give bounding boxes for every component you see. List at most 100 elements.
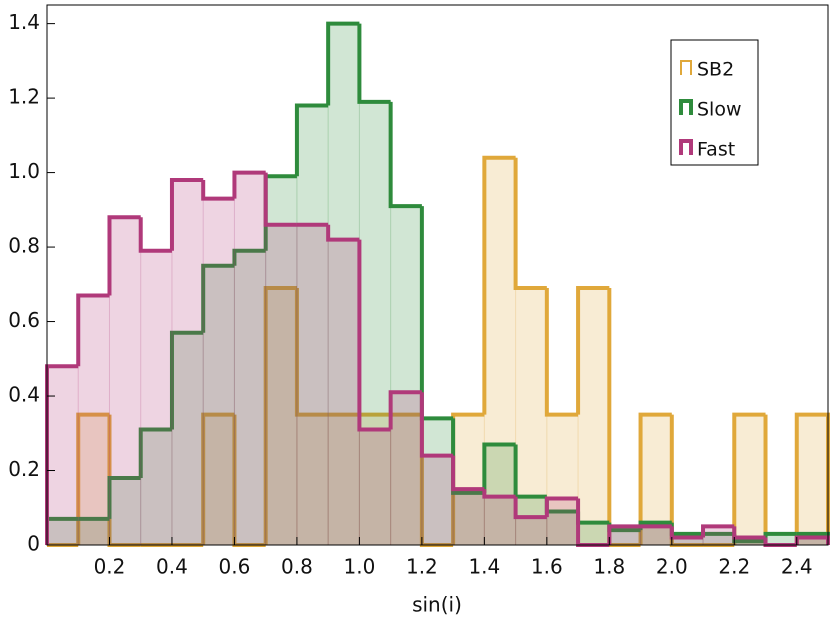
bar (515, 516, 548, 546)
bar-outline (576, 286, 610, 415)
x-tick-label: 1.2 (406, 555, 438, 579)
bar (233, 250, 267, 546)
legend-label: Slow (697, 99, 742, 121)
bar (577, 522, 610, 546)
y-tick-label: 0.6 (8, 308, 40, 332)
bar-outline (107, 475, 141, 519)
bar-outline (451, 412, 485, 545)
bar (358, 414, 392, 546)
bar (358, 101, 392, 546)
bar-outline (419, 206, 454, 421)
x-tick-label: 2.2 (718, 555, 750, 579)
bar (202, 198, 235, 546)
x-tick-label: 1.4 (468, 555, 500, 579)
bar-outline (451, 455, 485, 492)
bar-outline (357, 23, 391, 104)
bar-outline (138, 427, 172, 478)
bar (577, 287, 610, 546)
bar-outline (169, 330, 204, 430)
bar (171, 179, 204, 546)
x-tick-label: 0.2 (94, 555, 126, 579)
legend-label: SB2 (697, 59, 734, 81)
bar-outline (638, 412, 672, 545)
legend-swatch (680, 60, 692, 75)
x-tick-label: 2.0 (656, 555, 688, 579)
bar (296, 224, 329, 546)
y-tick-label: 1.2 (8, 85, 40, 109)
legend-swatch (679, 99, 693, 115)
bar (546, 497, 579, 546)
bar (77, 294, 110, 546)
bar-outline (482, 442, 516, 493)
bar-outline (201, 180, 235, 201)
bar-outline (76, 293, 110, 367)
bar (358, 429, 392, 546)
bar (171, 332, 204, 546)
bar-outline (669, 414, 704, 547)
bar-outline (294, 103, 329, 177)
bar (452, 488, 485, 546)
series (45, 170, 830, 547)
bar (608, 525, 642, 546)
x-tick-label: 0.4 (156, 555, 188, 579)
bar-outline (419, 392, 454, 458)
bar-outline (76, 412, 110, 545)
bar-outline (232, 170, 266, 199)
bar (233, 172, 267, 546)
bar (296, 414, 329, 546)
bar (108, 216, 142, 546)
plot-frame (46, 4, 829, 546)
legend-swatch (679, 139, 693, 155)
bar-outline (763, 414, 797, 547)
y-tick-label: 0.4 (8, 383, 40, 407)
bar-outline (357, 239, 391, 432)
bar (796, 414, 829, 546)
x-tick-label: 0.6 (219, 555, 251, 579)
bar-outline (482, 155, 516, 415)
bar-outline (294, 288, 329, 417)
bar-outline (388, 101, 422, 209)
bar (140, 250, 173, 546)
bar (265, 175, 298, 546)
bar (640, 525, 673, 546)
bar-outline (107, 215, 141, 296)
bar-outline (232, 248, 266, 266)
bar (202, 414, 235, 546)
bar (46, 518, 79, 546)
legend: SB2 Slow Fast (670, 39, 759, 166)
bar (515, 287, 548, 546)
bar (265, 224, 298, 546)
x-tick-label: 1.0 (343, 555, 375, 579)
bar (733, 414, 767, 546)
x-axis-label: sin(i) (412, 593, 462, 617)
bar-outline (263, 172, 297, 227)
y-tick-label: 0.8 (8, 234, 40, 258)
bar-outline (732, 412, 766, 545)
bar-outline (513, 157, 547, 291)
bar (452, 492, 485, 546)
bar (546, 414, 579, 546)
bar (327, 239, 360, 546)
bar (390, 391, 423, 546)
y-tick-label: 1.4 (8, 10, 40, 34)
bar-outline (607, 288, 641, 547)
bar-outline (326, 224, 360, 242)
bar (202, 265, 235, 546)
bar (515, 496, 548, 546)
bar-outline (482, 489, 516, 499)
bar-outline (201, 263, 235, 333)
bar-outline (544, 288, 579, 417)
bar (140, 429, 173, 546)
x-tick-label: 0.8 (281, 555, 313, 579)
bar-outline (169, 178, 204, 251)
bar-outline (451, 418, 485, 495)
x-tick-label: 1.8 (593, 555, 625, 579)
y-tick-label: 0.2 (8, 457, 40, 481)
bar-outline (513, 496, 547, 520)
bar (421, 455, 454, 546)
bar-outline (138, 217, 172, 253)
bar-outline (669, 522, 704, 536)
x-tick-label: 2.4 (781, 555, 813, 579)
series (45, 21, 830, 546)
